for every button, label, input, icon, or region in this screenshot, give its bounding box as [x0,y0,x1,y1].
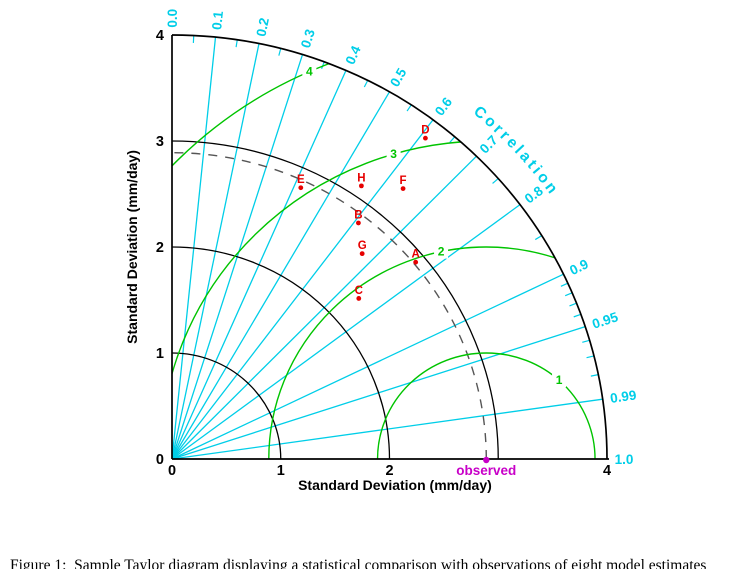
correlation-tick-label-0.95: 0.95 [590,309,620,332]
correlation-tick-label-0.2: 0.2 [254,16,272,37]
rms-contour-4 [172,35,607,459]
rms-contour-label-bg [552,373,567,388]
y-tick-label-0: 0 [156,452,164,468]
std-dev-arc-1 [171,352,282,460]
rms-contour-label-bg [302,64,317,79]
observed-point [483,456,490,464]
correlation-minor-tick [235,39,238,48]
model-point-G [359,251,365,257]
y-tick-label-2: 2 [156,240,164,256]
correlation-tick-label-1.0: 1.0 [615,452,634,467]
correlation-minor-tick [406,104,412,112]
std-dev-arc-2 [171,246,391,460]
x-tick-label-0: 0 [168,463,176,479]
rms-contour-3 [172,140,607,459]
rms-contour-label-bg [434,244,449,259]
y-tick-label-4: 4 [156,28,164,44]
correlation-minor-tick [564,292,573,297]
model-point-label-D: D [421,125,429,137]
model-point-A [413,259,419,265]
model-point-label-H: H [357,172,365,184]
model-point-label-E: E [297,174,305,186]
correlation-tick-label-0.9: 0.9 [567,256,590,278]
figure-caption: Figure 1: Sample Taylor diagram displayi… [0,513,730,569]
model-point-label-C: C [355,285,363,297]
model-point-C [356,296,362,301]
rms-contour-1 [376,352,596,459]
correlation-minor-tick [573,313,582,318]
correlation-minor-tick [560,282,569,287]
correlation-minor-tick [278,48,282,56]
correlation-tick-label-0.99: 0.99 [609,387,637,406]
model-point-D [423,135,428,141]
y-axis-title: Standard Deviation (mm/day) [124,150,140,344]
correlation-minor-tick [582,339,590,343]
observed-label: observed [456,463,516,478]
model-point-E [298,185,304,191]
model-point-label-F: F [400,175,407,187]
rms-contour-label-3: 3 [390,147,397,161]
x-tick-label-2: 2 [385,463,393,479]
caption-line-1: Figure 1: Sample Taylor diagram displayi… [10,557,707,569]
taylor-diagram: 1 2 3 4 0.0 0.1 0.2 0.3 0.4 0.5 0.6 0.7 0.8 0.9 0.95 0.… [124,9,637,493]
correlation-tick-label-0.0: 0.0 [165,9,180,28]
correlation-minor-tick [569,302,577,307]
model-point-B [356,220,361,226]
y-tick-label-3: 3 [156,134,164,150]
correlation-tick-label-0.4: 0.4 [343,43,364,67]
model-point-H [358,183,364,189]
outer-arc [171,34,608,460]
x-axis-title: Standard Deviation (mm/day) [298,477,492,493]
rms-contour-2 [268,246,607,459]
rms-contour-label-2: 2 [438,245,445,259]
correlation-minor-tick [449,136,456,143]
model-point-label-B: B [354,209,362,221]
correlation-tick-label-0.3: 0.3 [298,27,318,50]
x-tick-label-1: 1 [277,463,285,479]
correlation-minor-tick [363,80,369,88]
model-point-label-A: A [412,249,420,261]
correlation-tick-label-0.5: 0.5 [387,65,410,89]
x-tick-label-4: 4 [603,463,611,479]
correlation-minor-tick [492,178,499,184]
std-dev-arc-3 [171,140,499,460]
correlation-minor-tick [586,355,595,359]
observed-std-dashed-arc [171,151,487,460]
correlation-minor-tick [590,374,599,377]
rms-contour-label-4: 4 [306,65,313,79]
correlation-minor-tick [534,235,543,241]
rms-contour-label-bg [386,147,401,162]
correlation-tick-label-0.6: 0.6 [432,94,456,118]
correlation-tick-label-0.1: 0.1 [209,10,226,31]
y-tick-label-1: 1 [156,346,164,362]
rms-contour-label-1: 1 [556,373,563,387]
model-point-label-G: G [358,240,367,252]
model-point-F [400,186,406,191]
